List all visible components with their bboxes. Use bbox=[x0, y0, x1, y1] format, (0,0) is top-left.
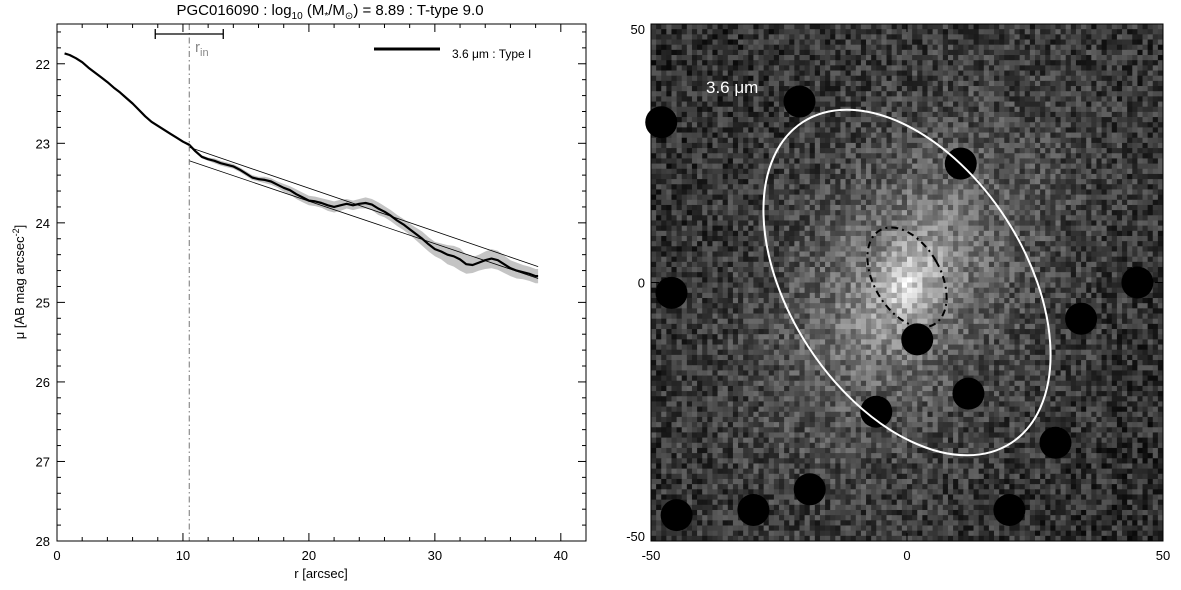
outer-ellipse bbox=[762, 108, 1052, 457]
title-sub: * bbox=[324, 11, 328, 22]
masked-source bbox=[860, 395, 893, 428]
image-x-axis: -50 0 50 bbox=[642, 24, 1170, 563]
y-tick-label: 23 bbox=[36, 136, 50, 151]
y-tick-label: 24 bbox=[36, 216, 50, 231]
y-axis-label-sup: -2 bbox=[11, 228, 21, 236]
image-y-tick-label: 0 bbox=[638, 276, 645, 291]
masked-source bbox=[660, 499, 693, 532]
masked-source bbox=[737, 493, 770, 526]
fit-line bbox=[189, 160, 539, 279]
title-sub: 10 bbox=[292, 11, 304, 22]
band-label: 3.6 μm bbox=[706, 78, 758, 97]
y-axis-label: μ [AB mag arcsec-2] bbox=[11, 225, 27, 340]
y-tick-label: 25 bbox=[36, 295, 50, 310]
legend: 3.6 μm : Type I bbox=[374, 47, 531, 61]
x-tick-label: 40 bbox=[554, 548, 568, 563]
title-part: ) = 8.89 : T-type 9.0 bbox=[353, 2, 483, 19]
profile-chart: PGC016090 : log10 (M*/M⊙) = 8.89 : T-typ… bbox=[11, 2, 587, 581]
title-part: /M bbox=[328, 2, 345, 19]
plot-frame bbox=[56, 23, 587, 542]
title-part: PGC016090 : log bbox=[176, 2, 291, 19]
masked-source bbox=[1039, 426, 1072, 459]
y-tick-label: 28 bbox=[36, 534, 50, 549]
x-tick-label: 0 bbox=[53, 548, 60, 563]
y-tick-label: 26 bbox=[36, 375, 50, 390]
r-in-marker: rin bbox=[154, 29, 224, 59]
masked-source bbox=[901, 323, 934, 356]
x-tick-label: 10 bbox=[176, 548, 190, 563]
r-in-label-main: r bbox=[195, 39, 200, 56]
y-axis-label-main: μ [AB mag arcsec bbox=[12, 236, 27, 339]
image-y-tick-label: 50 bbox=[631, 22, 645, 37]
masked-source bbox=[952, 377, 985, 410]
galaxy-image: -50 0 50 50 0 -50 3.6 μm bbox=[626, 22, 1170, 563]
image-pixels bbox=[651, 24, 1164, 542]
x-axis: 0 10 20 30 40 bbox=[53, 24, 587, 563]
r-in-label-sub: in bbox=[200, 47, 209, 59]
y-tick-label: 22 bbox=[36, 57, 50, 72]
masked-source bbox=[655, 276, 688, 309]
inner-ellipse bbox=[866, 226, 948, 329]
legend-label: 3.6 μm : Type I bbox=[452, 47, 531, 61]
image-x-tick-label: 50 bbox=[1156, 548, 1170, 563]
x-tick-label: 20 bbox=[302, 548, 316, 563]
image-y-tick-label: -50 bbox=[626, 529, 645, 544]
masked-source bbox=[1065, 302, 1098, 335]
masked-source bbox=[993, 493, 1026, 526]
uncertainty-band bbox=[64, 52, 539, 284]
y-axis-label-close: ] bbox=[12, 225, 27, 229]
masked-source bbox=[783, 85, 816, 118]
image-x-tick-label: 0 bbox=[903, 548, 910, 563]
title-sub: ⊙ bbox=[345, 11, 353, 22]
profile-line bbox=[64, 52, 539, 278]
x-axis-label: r [arcsec] bbox=[294, 566, 347, 581]
masked-source bbox=[645, 106, 678, 139]
y-axis: 22 23 24 25 26 27 28 bbox=[36, 31, 586, 549]
r-in-label: rin bbox=[195, 39, 209, 59]
y-tick-label: 27 bbox=[36, 454, 50, 469]
image-overlays bbox=[645, 85, 1154, 532]
title-part: (M bbox=[303, 2, 325, 19]
masked-source bbox=[793, 473, 826, 506]
image-x-tick-label: -50 bbox=[642, 548, 661, 563]
masked-source bbox=[1121, 266, 1154, 299]
x-tick-label: 30 bbox=[428, 548, 442, 563]
chart-title: PGC016090 : log10 (M*/M⊙) = 8.89 : T-typ… bbox=[176, 2, 483, 22]
plot-area bbox=[64, 24, 539, 541]
image-y-axis: 50 0 -50 bbox=[626, 22, 1163, 544]
fit-line bbox=[189, 146, 539, 267]
